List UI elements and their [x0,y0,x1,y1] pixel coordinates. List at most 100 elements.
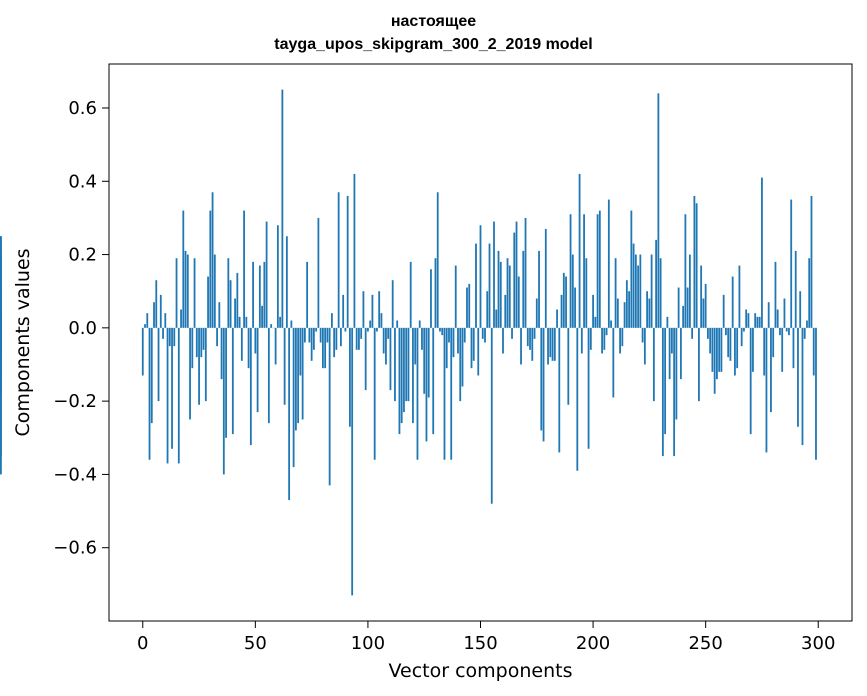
bar [725,327,727,336]
bar [441,327,444,336]
bar [378,291,381,328]
bar [664,327,667,435]
bar [707,327,709,339]
bar [301,327,304,420]
bar [166,327,169,464]
bar [398,327,401,435]
bar [0,236,2,328]
bar [331,313,333,328]
bar [263,261,266,328]
bar [252,261,254,328]
y-tick-label: 0.4 [68,171,97,192]
bar [529,327,531,350]
bar [227,258,230,328]
bar [222,327,225,475]
x-tick-label: 150 [463,633,497,654]
bar [607,199,610,328]
bar [319,327,322,343]
bar [792,327,795,369]
bar [153,302,155,328]
bar [416,327,419,460]
bar [794,250,797,328]
bar [812,327,815,376]
bar [562,272,565,328]
bar [371,294,374,328]
bar [513,232,516,328]
bar [619,327,621,354]
bar [574,287,576,328]
bar [535,298,538,328]
bar [614,258,617,328]
bar [691,327,694,339]
bar [349,327,351,427]
bar [704,283,707,328]
bar [175,258,178,328]
bar [639,254,642,328]
bar [0,327,2,358]
bar [168,327,171,347]
bar [479,225,482,328]
bar [186,254,189,328]
bar [207,276,209,328]
bar [734,327,736,376]
bar [276,225,279,328]
y-axis-label: Components values [12,248,34,436]
bar [637,265,640,328]
bar [790,199,793,328]
bar [632,243,635,328]
chart-title: настоящее [390,13,477,30]
bar [346,195,349,328]
bar [596,214,599,328]
bar [565,276,567,328]
bar [761,177,763,328]
bar [452,327,455,358]
bar [772,327,775,358]
bar [716,327,718,380]
bar [450,327,453,460]
bar [571,254,574,328]
bar [580,327,583,354]
bar [418,320,421,328]
bar [148,327,151,460]
bar [310,327,313,361]
bar [763,327,766,376]
bar [376,327,378,332]
bar [191,327,194,369]
bar [677,287,680,328]
bar [400,327,403,424]
bar [767,302,770,328]
bar [258,265,261,328]
bar [407,327,410,402]
bar [396,320,399,328]
bar [779,327,781,336]
bar [340,327,342,347]
bar [585,258,588,328]
bar [803,327,806,339]
bar [583,214,585,328]
bar [427,327,430,398]
bar [204,327,207,402]
bar [808,258,811,328]
bar [432,327,435,435]
bar [353,173,356,328]
bar [373,327,376,460]
bar [657,93,660,328]
bar [385,327,387,365]
bar [524,217,527,328]
bar [342,294,345,328]
bar [709,327,712,354]
bar [713,327,716,394]
bar [673,327,676,457]
bar [394,327,396,402]
bar [423,327,426,394]
bar [594,316,597,328]
bar [506,258,509,328]
bar [367,327,369,332]
bar [540,327,543,431]
bar [225,327,227,438]
bar [520,327,522,365]
bar [538,250,540,328]
x-axis-label: Vector components [389,660,573,682]
bar [481,327,484,339]
bar [285,236,288,328]
